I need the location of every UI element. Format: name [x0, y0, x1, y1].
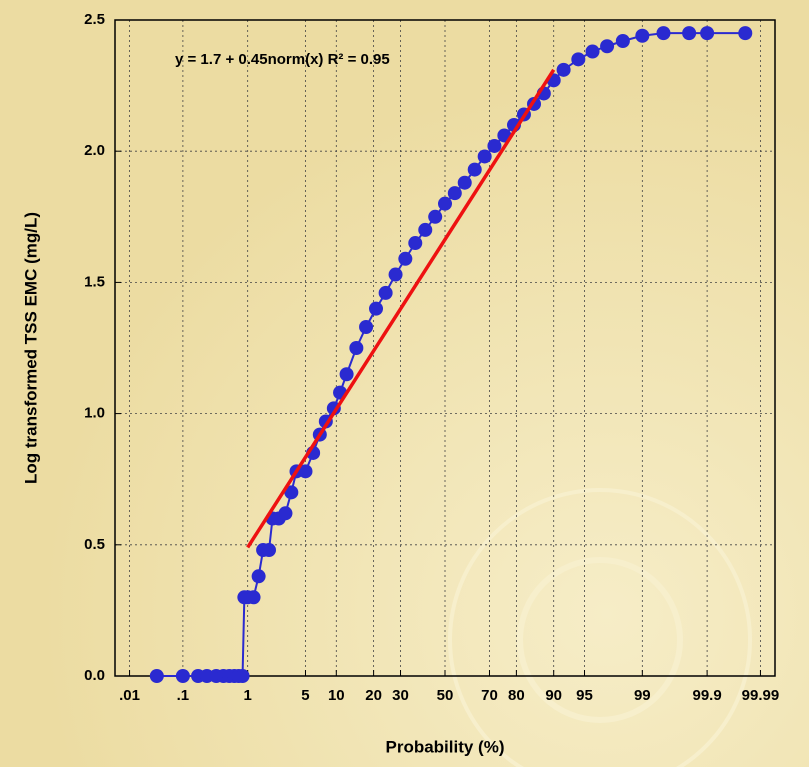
x-tick-label: 70: [481, 687, 498, 704]
data-point: [457, 175, 472, 190]
x-tick-label: 50: [437, 687, 454, 704]
fit-line: [246, 68, 556, 549]
data-point: [635, 28, 650, 43]
x-tick-label: 99: [634, 687, 651, 704]
data-point: [408, 236, 423, 251]
data-point: [438, 196, 452, 211]
data-point: [175, 669, 190, 683]
y-tick-label: 1.0: [84, 405, 105, 422]
data-point: [278, 506, 293, 521]
annotation: y = 1.7 + 0.45norm(x) R² = 0.95: [175, 51, 390, 68]
data-point: [428, 209, 443, 224]
y-tick-label: 1.5: [84, 273, 105, 290]
data-point: [246, 590, 261, 605]
data-point: [700, 26, 715, 41]
data-point: [477, 149, 492, 164]
data-point: [738, 26, 753, 41]
data-point: [600, 39, 615, 54]
data-point: [149, 669, 164, 683]
x-tick-label: 20: [365, 687, 382, 704]
y-tick-label: 0.5: [84, 536, 105, 553]
x-tick-label: 80: [508, 687, 525, 704]
x-tick-label: 1: [244, 687, 252, 704]
data-point: [398, 251, 413, 266]
x-axis-title: Probability (%): [385, 737, 504, 756]
plot-frame: [114, 19, 776, 677]
data-point: [556, 62, 571, 77]
data-point: [262, 543, 277, 558]
x-tick-label: .1: [177, 687, 190, 704]
data-point: [656, 26, 671, 41]
data-point: [349, 341, 364, 355]
data-point: [487, 138, 502, 153]
data-point: [447, 186, 462, 201]
decor: [448, 488, 752, 767]
data-point: [235, 669, 250, 683]
x-tick-label: .01: [119, 687, 140, 704]
data-point: [339, 367, 354, 382]
y-tick-label: 2.0: [84, 142, 105, 159]
data-point: [298, 464, 313, 479]
data-point: [251, 569, 266, 584]
data-point: [359, 320, 374, 335]
x-tick-label: 5: [301, 687, 309, 704]
x-tick-label: 99.99: [742, 687, 780, 704]
x-tick-label: 90: [545, 687, 562, 704]
data-point: [467, 162, 482, 177]
y-axis-title: Log transformed TSS EMC (mg/L): [21, 212, 40, 484]
data-point: [284, 485, 299, 500]
data-point: [388, 267, 403, 282]
data-point: [571, 52, 586, 67]
decor: [517, 557, 683, 723]
x-tick-label: 99.9: [693, 687, 722, 704]
x-tick-label: 10: [328, 687, 345, 704]
data-point: [369, 301, 384, 316]
x-tick-label: 30: [392, 687, 409, 704]
data-point: [682, 26, 697, 41]
data-point: [585, 44, 600, 59]
data-point: [418, 222, 433, 237]
data-point: [378, 285, 393, 300]
x-tick-label: 95: [576, 687, 593, 704]
y-tick-label: 2.5: [84, 11, 105, 28]
data-point: [615, 33, 630, 48]
y-tick-label: 0.0: [84, 667, 105, 684]
